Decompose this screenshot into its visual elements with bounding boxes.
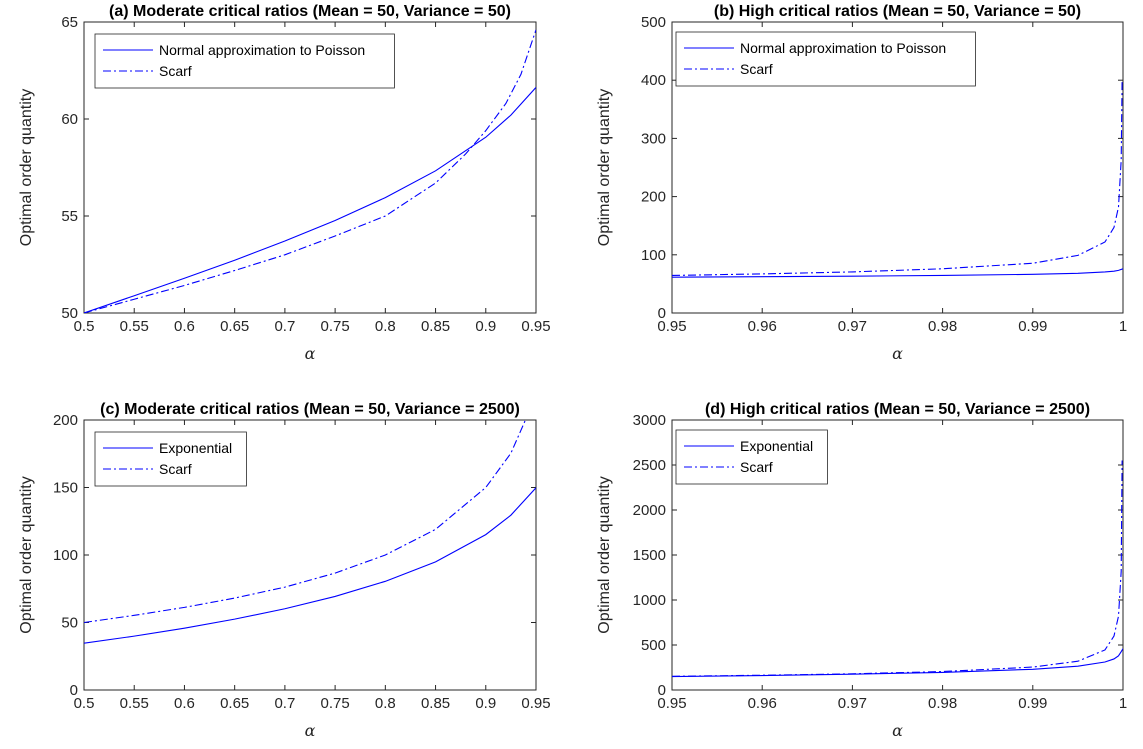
y-tick-label: 50 (61, 615, 78, 632)
y-tick-label: 200 (641, 189, 666, 206)
chart-title: (a) Moderate critical ratios (Mean = 50,… (109, 3, 511, 20)
y-tick-label: 50 (61, 305, 78, 322)
y-tick-label: 65 (61, 14, 78, 31)
series-line-primary (672, 268, 1123, 278)
y-tick-label: 55 (61, 208, 78, 225)
chart-panel-1: (b) High critical ratios (Mean = 50, Var… (596, 3, 1127, 363)
y-tick-label: 0 (70, 682, 78, 699)
x-tick-label: 0.95 (521, 695, 550, 712)
x-tick-label: 0.65 (220, 318, 249, 335)
y-tick-label: 3000 (633, 412, 666, 429)
x-tick-label: 1 (1119, 695, 1127, 712)
x-tick-label: 0.75 (321, 695, 350, 712)
x-tick-label: 0.98 (928, 318, 957, 335)
y-tick-label: 0 (658, 305, 666, 322)
chart-panel-0: (a) Moderate critical ratios (Mean = 50,… (18, 3, 551, 363)
x-axis-label: α (892, 344, 903, 363)
y-tick-label: 300 (641, 130, 666, 147)
series-line-scarf (672, 80, 1123, 277)
legend-box (94, 33, 395, 89)
chart-panel-2: (c) Moderate critical ratios (Mean = 50,… (18, 401, 551, 740)
x-tick-label: 0.95 (657, 318, 686, 335)
series-line-scarf (84, 420, 527, 624)
legend-label: Normal approximation to Poisson (740, 40, 946, 56)
chart-title: (b) High critical ratios (Mean = 50, Var… (714, 3, 1081, 20)
legend: Exponential Scarf (94, 431, 247, 487)
legend-box (94, 431, 247, 487)
y-tick-label: 0 (658, 682, 666, 699)
y-axis-label: Optimal order quantity (18, 476, 35, 633)
legend-label: Scarf (740, 61, 773, 77)
x-tick-label: 0.5 (74, 318, 95, 335)
legend-box (675, 31, 976, 87)
x-tick-label: 0.97 (838, 318, 867, 335)
x-tick-label: 0.8 (375, 695, 396, 712)
series-line-primary (84, 487, 536, 644)
y-tick-label: 2500 (633, 457, 666, 474)
x-axis-label: α (305, 721, 316, 740)
x-axis-label: α (305, 344, 316, 363)
x-tick-label: 0.6 (174, 318, 195, 335)
legend-label: Exponential (159, 440, 232, 456)
y-tick-label: 2000 (633, 502, 666, 519)
x-tick-label: 0.8 (375, 318, 396, 335)
x-tick-label: 0.96 (748, 318, 777, 335)
legend-label: Scarf (740, 459, 773, 475)
y-tick-label: 500 (641, 14, 666, 31)
chart-title: (d) High critical ratios (Mean = 50, Var… (705, 401, 1090, 418)
series-line-scarf (84, 29, 536, 313)
x-tick-label: 0.96 (748, 695, 777, 712)
y-axis-label: Optimal order quantity (596, 89, 613, 246)
x-tick-label: 0.55 (120, 695, 149, 712)
y-tick-label: 1500 (633, 547, 666, 564)
chart-title: (c) Moderate critical ratios (Mean = 50,… (100, 401, 520, 418)
legend: Normal approximation to Poisson Scarf (94, 33, 395, 89)
legend-label: Scarf (159, 63, 192, 79)
x-tick-label: 1 (1119, 318, 1127, 335)
y-tick-label: 100 (53, 547, 78, 564)
legend-box (675, 429, 828, 485)
x-tick-label: 0.85 (421, 318, 450, 335)
x-tick-label: 0.97 (838, 695, 867, 712)
x-tick-label: 0.9 (475, 318, 496, 335)
x-tick-label: 0.99 (1018, 318, 1047, 335)
x-tick-label: 0.95 (657, 695, 686, 712)
x-tick-label: 0.75 (321, 318, 350, 335)
y-tick-label: 200 (53, 412, 78, 429)
y-tick-label: 150 (53, 480, 78, 497)
x-tick-label: 0.55 (120, 318, 149, 335)
x-tick-label: 0.9 (475, 695, 496, 712)
chart-panel-3: (d) High critical ratios (Mean = 50, Var… (596, 401, 1127, 740)
y-tick-label: 400 (641, 72, 666, 89)
x-tick-label: 0.5 (74, 695, 95, 712)
legend-label: Scarf (159, 461, 192, 477)
x-tick-label: 0.6 (174, 695, 195, 712)
y-tick-label: 1000 (633, 592, 666, 609)
y-tick-label: 60 (61, 111, 78, 128)
series-line-primary (84, 87, 536, 313)
legend-label: Normal approximation to Poisson (159, 42, 365, 58)
legend-label: Exponential (740, 438, 813, 454)
y-tick-label: 500 (641, 637, 666, 654)
x-axis-label: α (892, 721, 903, 740)
x-tick-label: 0.95 (521, 318, 550, 335)
legend: Normal approximation to Poisson Scarf (675, 31, 976, 87)
legend: Exponential Scarf (675, 429, 828, 485)
x-tick-label: 0.7 (274, 318, 295, 335)
y-tick-label: 100 (641, 247, 666, 264)
x-tick-label: 0.7 (274, 695, 295, 712)
series-line-scarf (672, 460, 1123, 677)
x-tick-label: 0.99 (1018, 695, 1047, 712)
y-axis-label: Optimal order quantity (18, 89, 35, 246)
x-tick-label: 0.65 (220, 695, 249, 712)
y-axis-label: Optimal order quantity (596, 476, 613, 633)
x-tick-label: 0.98 (928, 695, 957, 712)
x-tick-label: 0.85 (421, 695, 450, 712)
